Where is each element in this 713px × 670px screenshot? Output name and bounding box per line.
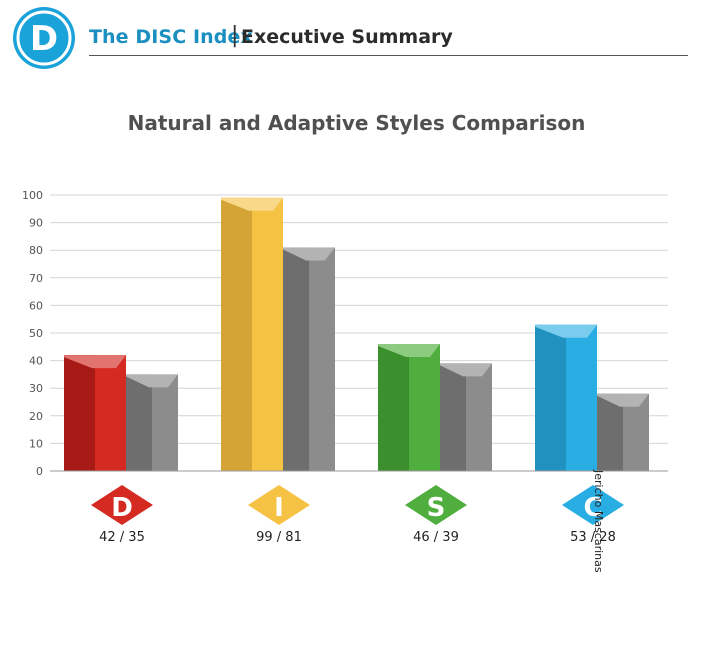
bar-natural-d-top xyxy=(64,355,126,369)
category-diamond-d xyxy=(91,485,153,525)
logo-letter: D xyxy=(30,19,58,59)
category-letter-d: D xyxy=(111,493,133,523)
bar-adaptive-i-side xyxy=(283,247,309,471)
y-tick-label: 100 xyxy=(22,189,43,202)
bar-adaptive-i xyxy=(309,247,335,471)
y-tick-label: 20 xyxy=(29,410,43,423)
bar-natural-i-top xyxy=(221,197,283,211)
score-label-c: 53 / 28 xyxy=(570,530,616,545)
bar-natural-s-side xyxy=(378,344,409,471)
header-rule xyxy=(89,55,688,56)
bar-natural-s-top xyxy=(378,344,440,358)
bar-adaptive-d-top xyxy=(126,374,178,388)
bar-natural-c xyxy=(566,324,597,471)
title-separator: | xyxy=(231,23,239,48)
y-tick-label: 70 xyxy=(29,272,43,285)
y-tick-label: 30 xyxy=(29,382,43,395)
report-title: The DISC Index xyxy=(89,26,253,48)
bar-natural-s xyxy=(409,344,440,471)
score-label-s: 46 / 39 xyxy=(413,530,459,545)
bar-natural-i-side xyxy=(221,197,252,471)
bar-adaptive-s xyxy=(466,363,492,471)
y-tick-label: 0 xyxy=(36,465,43,478)
y-tick-label: 50 xyxy=(29,327,43,340)
bar-adaptive-c-top xyxy=(597,393,649,407)
category-diamond-c xyxy=(562,485,624,525)
y-tick-label: 10 xyxy=(29,437,43,450)
bar-natural-i xyxy=(252,197,283,471)
bar-adaptive-i-top xyxy=(283,247,335,261)
y-tick-label: 40 xyxy=(29,355,43,368)
bar-adaptive-s-top xyxy=(440,363,492,377)
disc-bar-chart: 0 10 20 30 40 50 60 70 80 90 100 D I S C xyxy=(22,189,668,525)
report-subtitle: Executive Summary xyxy=(241,26,453,48)
bar-adaptive-d xyxy=(152,374,178,471)
y-tick-label: 90 xyxy=(29,217,43,230)
disc-logo: D xyxy=(12,6,76,70)
score-label-d: 42 / 35 xyxy=(99,530,145,545)
y-tick-label: 80 xyxy=(29,244,43,257)
chart-title: Natural and Adaptive Styles Comparison xyxy=(127,111,586,135)
bar-natural-d-side xyxy=(64,355,95,471)
score-label-i: 99 / 81 xyxy=(256,530,302,545)
bar-natural-c-top xyxy=(535,324,597,338)
bar-adaptive-s-side xyxy=(440,363,466,471)
bar-adaptive-d-side xyxy=(126,374,152,471)
category-letter-s: S xyxy=(427,493,446,523)
category-letter-c: C xyxy=(583,493,602,523)
bar-natural-c-side xyxy=(535,324,566,471)
y-tick-label: 60 xyxy=(29,299,43,312)
category-diamond-i xyxy=(248,485,310,525)
category-letter-i: I xyxy=(274,493,284,523)
author-credit: Jericho Mascarinas xyxy=(592,470,605,573)
category-diamond-s xyxy=(405,485,467,525)
bar-adaptive-c-side xyxy=(597,393,623,471)
bar-natural-d xyxy=(95,355,126,471)
